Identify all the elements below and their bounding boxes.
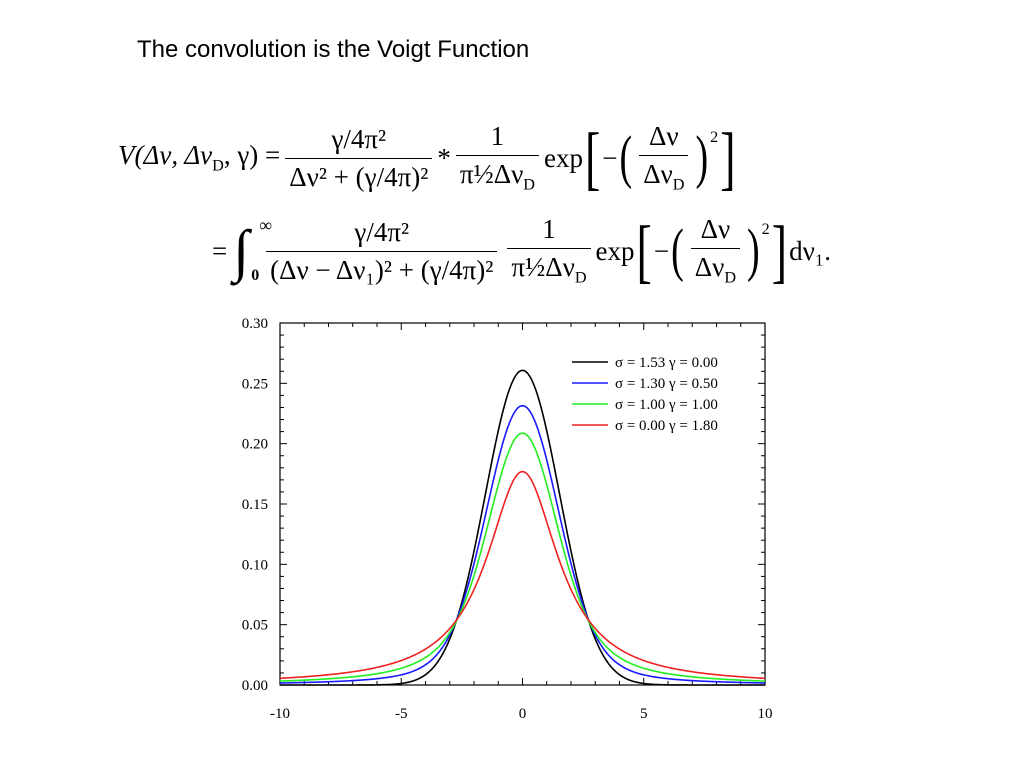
gaussian-argument-fraction: Δν ΔνD bbox=[690, 214, 741, 287]
voigt-equation-line-1: V(Δν, ΔνD, γ) = γ/4π² Δν² + (γ/4π)² * 1 … bbox=[118, 117, 736, 197]
chart-legend: σ = 1.53 γ = 0.00 σ = 1.30 γ = 0.50 σ = 1.… bbox=[572, 355, 718, 434]
differential: dν₁. bbox=[789, 235, 831, 266]
exp-function: exp bbox=[543, 142, 583, 173]
slide-title: The convolution is the Voigt Function bbox=[137, 36, 530, 63]
series-curves bbox=[279, 369, 766, 686]
open-bracket: [ bbox=[584, 117, 601, 197]
legend-label: σ = 0.00 γ = 1.80 bbox=[615, 418, 718, 434]
lorentzian-fraction: γ/4π² Δν² + (γ/4π)² bbox=[285, 124, 433, 193]
x-tick-label: 5 bbox=[640, 706, 648, 722]
y-tick-label: 0.15 bbox=[242, 497, 268, 513]
axis-tick-labels: -10 -5 0 5 10 0.00 0.05 0.10 0.15 0.20 0.25 0.30 bbox=[242, 316, 773, 722]
series-line bbox=[280, 369, 765, 686]
x-tick-label: 0 bbox=[519, 706, 527, 722]
equation-lhs: V(Δν, ΔνD, γ) = bbox=[118, 140, 281, 175]
x-tick-label: 10 bbox=[758, 706, 773, 722]
exp-function: exp bbox=[595, 235, 635, 266]
y-tick-label: 0.25 bbox=[242, 376, 268, 392]
lorentzian-shifted-fraction: γ/4π² (Δν − Δν₁)² + (γ/4π)² bbox=[266, 217, 498, 286]
normalization-fraction: 1 π½ΔνD bbox=[507, 214, 591, 287]
y-tick-label: 0.05 bbox=[242, 618, 268, 634]
close-bracket: ] bbox=[720, 117, 736, 197]
voigt-equation-line-2: = ∫ ∞ 0 γ/4π² (Δν − Δν₁)² + (γ/4π)² 1 π½Δν… bbox=[212, 210, 831, 290]
y-tick-label: 0.00 bbox=[242, 678, 268, 694]
x-tick-label: -5 bbox=[395, 706, 408, 722]
y-tick-label: 0.10 bbox=[242, 557, 268, 573]
integral-sign: ∫ ∞ 0 bbox=[233, 215, 273, 284]
series-line bbox=[279, 404, 766, 684]
convolution-operator: * bbox=[437, 142, 451, 173]
gaussian-argument-fraction: Δν ΔνD bbox=[639, 121, 689, 194]
series-line bbox=[279, 432, 766, 682]
series-line bbox=[279, 470, 766, 680]
legend-label: σ = 1.00 γ = 1.00 bbox=[615, 397, 718, 413]
legend-label: σ = 1.30 γ = 0.50 bbox=[615, 376, 718, 392]
y-tick-label: 0.30 bbox=[242, 316, 268, 332]
normalization-fraction: 1 π½ΔνD bbox=[455, 121, 539, 194]
x-tick-label: -10 bbox=[270, 706, 290, 722]
y-tick-label: 0.20 bbox=[242, 437, 268, 453]
legend-label: σ = 1.53 γ = 0.00 bbox=[615, 355, 718, 371]
